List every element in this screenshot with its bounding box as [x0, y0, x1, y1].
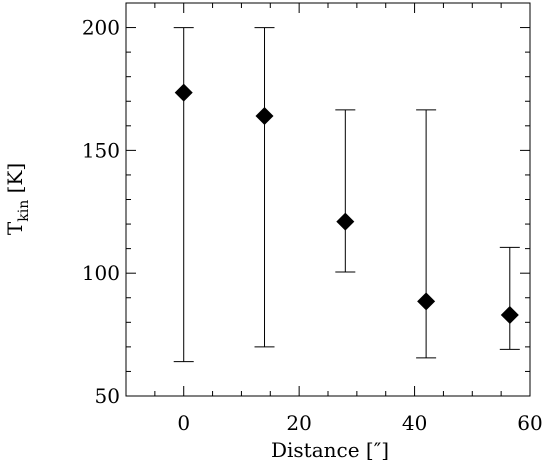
axis-ticks: [125, 2, 531, 397]
data-markers: [174, 83, 519, 324]
plot-frame: [125, 2, 531, 397]
y-axis-title-main: T: [3, 221, 27, 235]
x-tick-label: 60: [517, 411, 542, 435]
x-tick-label: 0: [177, 411, 190, 435]
y-tick-label: 100: [82, 261, 120, 285]
y-tick-label: 200: [82, 16, 120, 40]
x-tick-label: 40: [402, 411, 427, 435]
error-bars: [173, 27, 520, 363]
y-tick-labels: 50 100 150 200: [82, 16, 120, 408]
data-point-diamond: [417, 292, 436, 311]
x-axis-title: Distance [″]: [271, 438, 389, 462]
data-point-diamond: [255, 106, 274, 125]
y-axis-title-subscript: kin: [16, 200, 32, 222]
y-axis-title-unit: [K]: [3, 163, 27, 200]
y-tick-label: 50: [95, 384, 120, 408]
data-point-diamond: [174, 83, 193, 102]
data-point-diamond: [336, 212, 355, 231]
x-tick-labels: 0 20 40 60: [177, 411, 542, 435]
x-tick-label: 20: [286, 411, 311, 435]
data-point-diamond: [500, 305, 519, 324]
y-axis-title: Tkin [K]: [3, 163, 32, 235]
y-tick-label: 150: [82, 138, 120, 162]
